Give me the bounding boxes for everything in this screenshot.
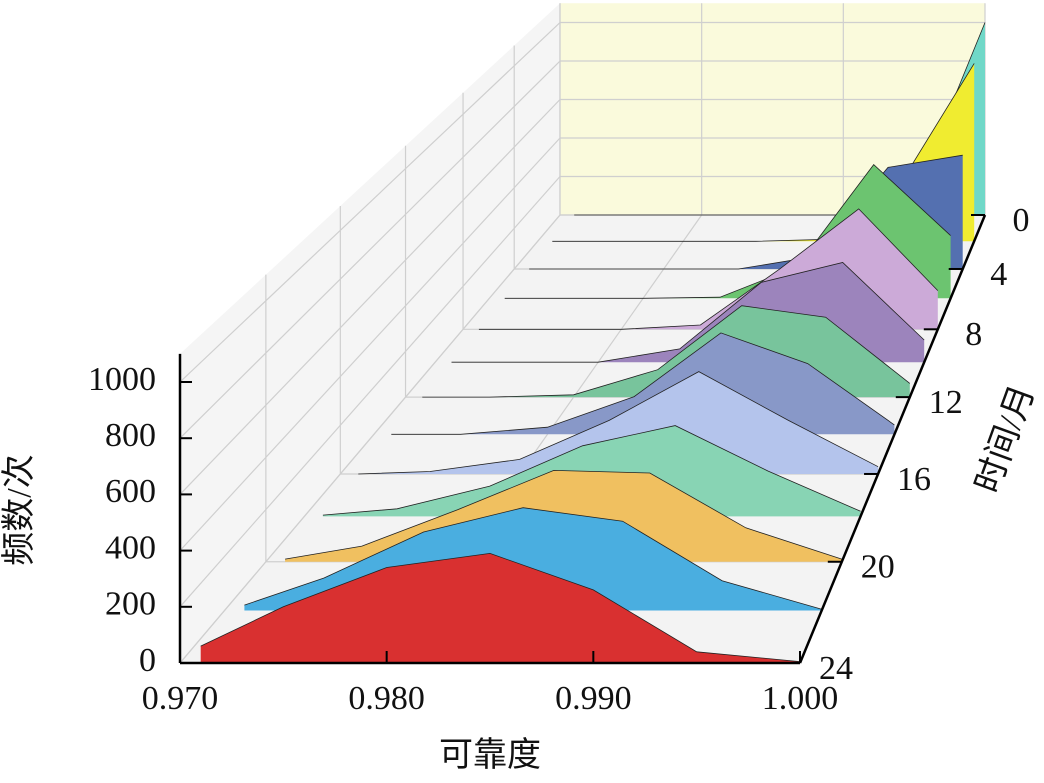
- slice-area: [322, 425, 861, 517]
- y-axis-label: 时间/月: [969, 380, 1042, 497]
- y-tick-label: 4: [990, 256, 1007, 293]
- grid-line: [179, 60, 561, 439]
- z-tick-label: 200: [105, 586, 156, 623]
- slice-outline: [285, 469, 842, 560]
- slice-outline: [478, 208, 939, 330]
- slice-area: [358, 371, 879, 474]
- x-axis-label: 可靠度: [439, 736, 541, 774]
- slice-area: [391, 332, 895, 435]
- z-tick-label: 1000: [88, 361, 156, 398]
- slice-area: [200, 553, 800, 663]
- y-tick-label: 0: [1013, 202, 1030, 239]
- slice-outline: [529, 154, 963, 270]
- x-tick-label: 0.990: [555, 680, 632, 717]
- grid-line: [179, 99, 561, 495]
- axis-line: [798, 214, 987, 664]
- slice-outline: [200, 552, 801, 662]
- y-tick-label: 8: [965, 316, 982, 353]
- side-wall: [180, 3, 560, 664]
- z-tick-label: 400: [105, 529, 156, 566]
- x-tick-label: 0.980: [348, 680, 425, 717]
- z-axis-label: 频数/次: [0, 454, 38, 565]
- grid-line: [179, 176, 561, 608]
- slice-outline: [451, 262, 925, 363]
- y-tick-label: 24: [819, 650, 853, 687]
- grid-line: [179, 137, 561, 552]
- slice-outline: [358, 371, 879, 475]
- back-wall: [560, 3, 985, 215]
- slice-outline: [244, 507, 822, 610]
- slice-outline: [322, 425, 861, 516]
- slice-outline: [391, 332, 895, 435]
- z-tick-label: 800: [105, 417, 156, 454]
- slice-outline: [504, 164, 951, 299]
- x-tick-label: 1.000: [762, 680, 839, 717]
- y-tick-label: 12: [929, 384, 963, 421]
- slice-outline: [422, 305, 911, 398]
- y-tick-label: 20: [861, 549, 895, 586]
- grid-line: [179, 214, 561, 664]
- y-tick-label: 16: [897, 461, 931, 498]
- grid-line: [179, 22, 561, 383]
- z-tick-label: 0: [139, 642, 156, 679]
- z-tick-label: 600: [105, 473, 156, 510]
- x-tick-label: 0.970: [142, 680, 219, 717]
